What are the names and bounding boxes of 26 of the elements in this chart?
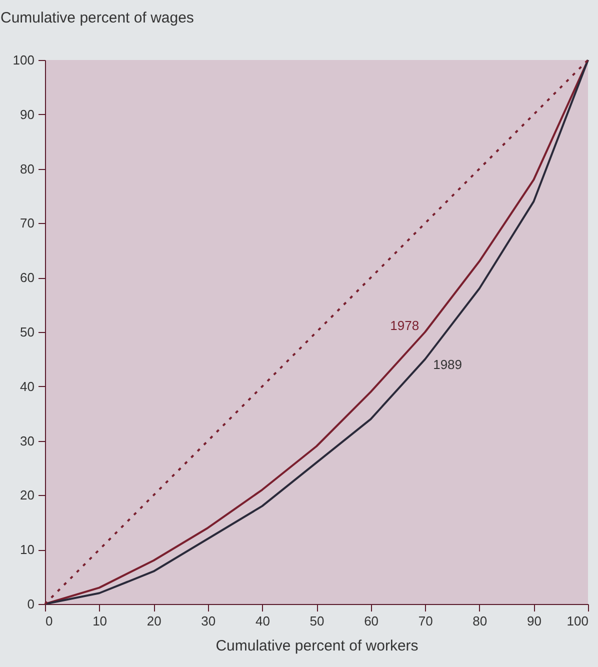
x-tick-label: 80 bbox=[472, 614, 488, 628]
series-label: 1978 bbox=[390, 318, 420, 333]
y-tick-label: 90 bbox=[20, 106, 34, 122]
x-tick-label: 90 bbox=[526, 614, 542, 628]
series-label: 1989 bbox=[433, 357, 462, 372]
y-axis-title: Cumulative percent of wages bbox=[0, 10, 194, 26]
x-tick-label: 70 bbox=[418, 614, 433, 628]
x-tick-label: 10 bbox=[92, 614, 108, 628]
y-tick-label: 70 bbox=[20, 216, 34, 231]
y-tick-label: 50 bbox=[20, 324, 34, 340]
x-tick-label: 20 bbox=[146, 614, 162, 628]
y-tick-label: 40 bbox=[20, 378, 34, 394]
x-tick-label: 60 bbox=[364, 614, 379, 628]
y-tick-label: 20 bbox=[20, 488, 34, 503]
y-tick-label: 80 bbox=[20, 161, 34, 176]
y-tick-label: 60 bbox=[20, 270, 34, 286]
y-tick-label: 0 bbox=[27, 596, 34, 612]
x-tick-label: 40 bbox=[255, 614, 270, 628]
x-tick-label: 100 bbox=[566, 614, 588, 628]
x-tick-label: 50 bbox=[310, 614, 324, 628]
x-axis-title: Cumulative percent of workers bbox=[216, 638, 418, 654]
y-tick-label: 100 bbox=[12, 52, 34, 68]
x-tick-label: 0 bbox=[46, 614, 53, 628]
y-tick-label: 10 bbox=[20, 542, 34, 558]
x-tick-label: 30 bbox=[201, 614, 216, 628]
y-tick-label: 30 bbox=[20, 433, 34, 448]
